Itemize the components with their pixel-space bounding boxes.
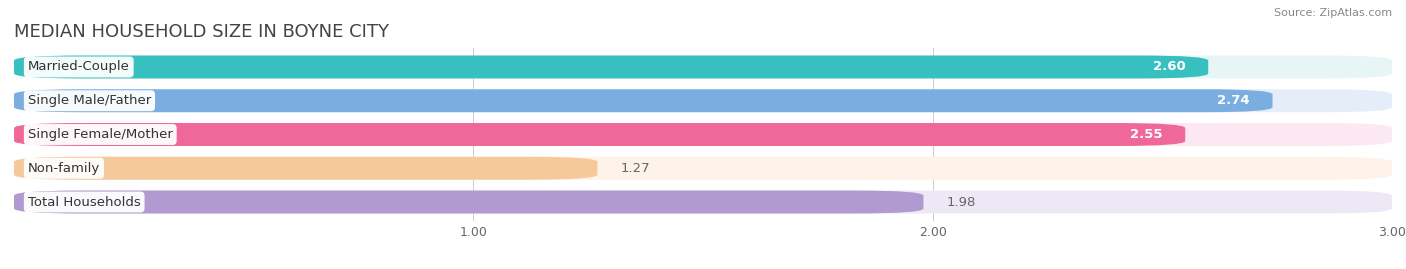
Text: Total Households: Total Households bbox=[28, 196, 141, 208]
Text: Married-Couple: Married-Couple bbox=[28, 61, 129, 73]
Text: 2.74: 2.74 bbox=[1218, 94, 1250, 107]
Text: Source: ZipAtlas.com: Source: ZipAtlas.com bbox=[1274, 8, 1392, 18]
FancyBboxPatch shape bbox=[14, 89, 1392, 112]
Text: 1.27: 1.27 bbox=[620, 162, 650, 175]
Text: Single Male/Father: Single Male/Father bbox=[28, 94, 150, 107]
Text: 2.55: 2.55 bbox=[1130, 128, 1163, 141]
Text: Non-family: Non-family bbox=[28, 162, 100, 175]
FancyBboxPatch shape bbox=[14, 123, 1185, 146]
Text: 2.60: 2.60 bbox=[1153, 61, 1185, 73]
Text: Single Female/Mother: Single Female/Mother bbox=[28, 128, 173, 141]
FancyBboxPatch shape bbox=[14, 123, 1392, 146]
FancyBboxPatch shape bbox=[14, 55, 1392, 79]
FancyBboxPatch shape bbox=[14, 89, 1272, 112]
Text: 1.98: 1.98 bbox=[946, 196, 976, 208]
FancyBboxPatch shape bbox=[14, 157, 598, 180]
FancyBboxPatch shape bbox=[14, 157, 1392, 180]
FancyBboxPatch shape bbox=[14, 55, 1208, 79]
FancyBboxPatch shape bbox=[14, 190, 924, 214]
FancyBboxPatch shape bbox=[14, 190, 1392, 214]
Text: MEDIAN HOUSEHOLD SIZE IN BOYNE CITY: MEDIAN HOUSEHOLD SIZE IN BOYNE CITY bbox=[14, 23, 389, 41]
